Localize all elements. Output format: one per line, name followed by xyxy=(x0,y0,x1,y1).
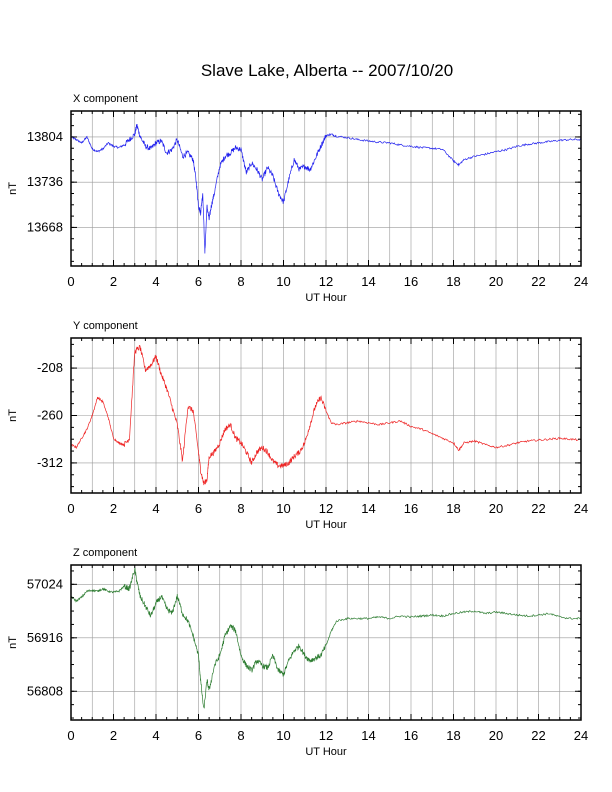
x-tick-label: 18 xyxy=(446,728,460,743)
x-tick-label: 6 xyxy=(195,501,202,516)
x-tick-label: 10 xyxy=(276,501,290,516)
x-tick-label: 20 xyxy=(489,501,503,516)
series-line xyxy=(70,124,582,254)
x-tick-label: 8 xyxy=(237,274,244,289)
x-tick-label: 6 xyxy=(195,728,202,743)
x-tick-label: 4 xyxy=(152,501,159,516)
x-tick-label: 18 xyxy=(446,274,460,289)
y-tick-label: 13668 xyxy=(27,219,63,234)
x-tick-label: 24 xyxy=(574,501,588,516)
x-tick-label: 6 xyxy=(195,274,202,289)
x-tick-label: 14 xyxy=(361,501,375,516)
series-line xyxy=(70,567,582,709)
figure-title: Slave Lake, Alberta -- 2007/10/20 xyxy=(201,61,453,80)
x-tick-label: 16 xyxy=(404,501,418,516)
x-tick-label: 4 xyxy=(152,728,159,743)
x-tick-label: 0 xyxy=(67,274,74,289)
y-tick-label: -312 xyxy=(37,455,63,470)
y-tick-label: 57024 xyxy=(27,576,63,591)
x-tick-label: 4 xyxy=(152,274,159,289)
y-axis-title: nT xyxy=(7,636,19,649)
y-tick-label: -208 xyxy=(37,360,63,375)
y-axis-title: nT xyxy=(7,409,19,422)
x-tick-label: 12 xyxy=(319,501,333,516)
y-tick-label: 56916 xyxy=(27,630,63,645)
x-tick-label: 12 xyxy=(319,274,333,289)
x-tick-label: 8 xyxy=(237,501,244,516)
x-tick-label: 18 xyxy=(446,501,460,516)
x-axis-title: UT Hour xyxy=(305,519,347,531)
x-tick-label: 22 xyxy=(531,274,545,289)
x-tick-label: 0 xyxy=(67,728,74,743)
x-tick-label: 20 xyxy=(489,274,503,289)
x-tick-label: 24 xyxy=(574,728,588,743)
series-line xyxy=(70,344,582,486)
y-tick-label: 13736 xyxy=(27,174,63,189)
x-tick-label: 8 xyxy=(237,728,244,743)
panel-title: X component xyxy=(73,93,138,105)
x-tick-label: 2 xyxy=(110,274,117,289)
x-tick-label: 2 xyxy=(110,501,117,516)
x-tick-label: 12 xyxy=(319,728,333,743)
x-tick-label: 2 xyxy=(110,728,117,743)
x-tick-label: 20 xyxy=(489,728,503,743)
x-axis-title: UT Hour xyxy=(305,746,347,758)
x-tick-label: 22 xyxy=(531,728,545,743)
y-tick-label: 56808 xyxy=(27,683,63,698)
x-tick-label: 10 xyxy=(276,728,290,743)
y-tick-label: -260 xyxy=(37,408,63,423)
y-tick-label: 13804 xyxy=(27,129,63,144)
panel-title: Y component xyxy=(73,320,138,332)
x-tick-label: 22 xyxy=(531,501,545,516)
x-axis-title: UT Hour xyxy=(305,292,347,304)
x-tick-label: 24 xyxy=(574,274,588,289)
x-tick-label: 0 xyxy=(67,501,74,516)
x-tick-label: 16 xyxy=(404,728,418,743)
x-tick-label: 16 xyxy=(404,274,418,289)
panel-title: Z component xyxy=(73,547,137,559)
y-axis-title: nT xyxy=(7,182,19,195)
x-tick-label: 10 xyxy=(276,274,290,289)
x-tick-label: 14 xyxy=(361,728,375,743)
x-tick-label: 14 xyxy=(361,274,375,289)
